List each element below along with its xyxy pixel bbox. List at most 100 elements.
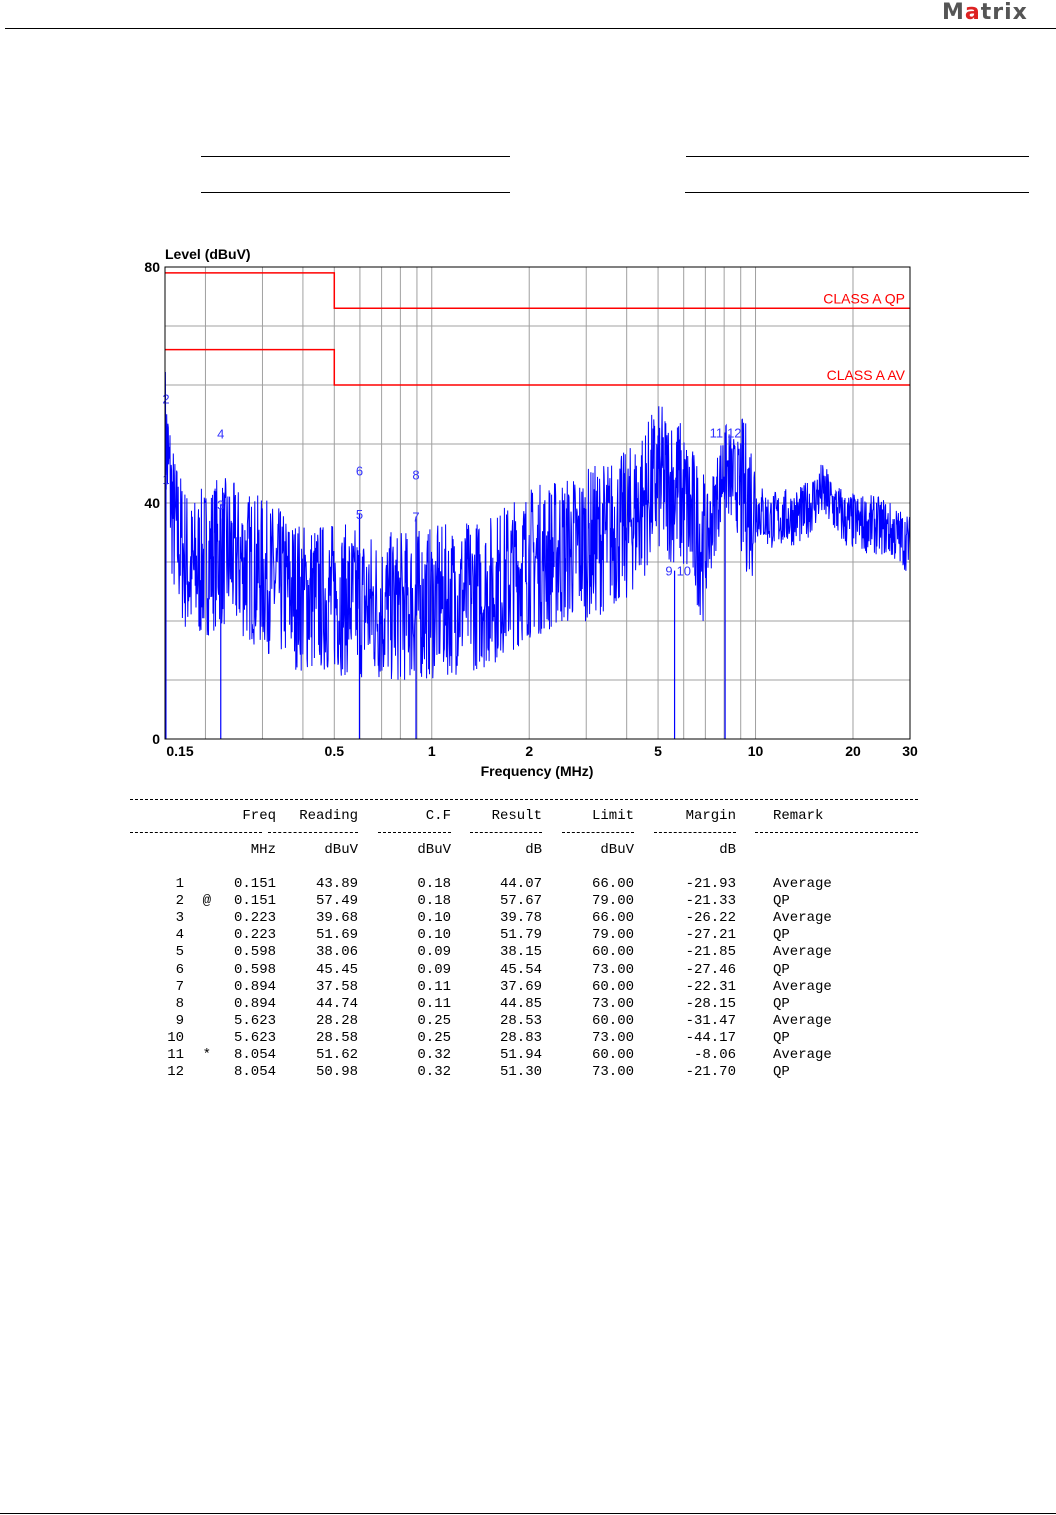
table-cell: -44.17 [685,1029,736,1046]
table-cell: 0.598 [233,944,276,961]
table-cell: QP [773,995,790,1012]
table-cell: -22.31 [685,978,736,995]
table-cell: 51.79 [499,927,542,944]
header-divider [5,28,1056,29]
table-cell: 44.07 [499,876,542,892]
column-header: Reading [299,808,358,824]
signature-line [686,156,1029,157]
x-tick-label: 10 [748,743,764,759]
table-cell: 51.94 [499,1047,542,1063]
table-cell: 60.00 [591,978,634,995]
column-header: Freq [242,808,276,824]
x-tick-label: 1 [428,743,436,759]
column-header: Margin [685,808,736,824]
marker-label: 11 [710,426,724,441]
table-divider [268,832,358,833]
table-cell: 28.28 [315,1012,358,1029]
table-cell: QP [773,1064,790,1081]
table-cell: 0.894 [233,978,276,995]
table-cell: 0.18 [417,893,451,910]
table-cell: -21.85 [685,944,736,961]
table-cell: 5.623 [233,1012,276,1029]
x-tick-label: 0.15 [166,743,193,759]
table-cell: QP [773,961,790,978]
row-number: 7 [175,978,184,995]
marker-label: 8 [412,467,419,482]
column-header: Remark [773,808,824,824]
table-cell: 0.151 [233,876,276,892]
table-cell: 60.00 [591,1047,634,1063]
x-tick-label: 30 [902,743,918,759]
table-cell: 45.45 [315,961,358,978]
table-cell: 50.98 [315,1064,358,1081]
marker-label: 3 [217,497,224,512]
row-number: 12 [167,1064,184,1081]
y-axis-label: Level (dBuV) [165,246,251,262]
table-divider [378,832,451,833]
table-cell: 0.894 [233,995,276,1012]
limit-label: CLASS A AV [827,367,906,383]
table-cell: 73.00 [591,961,634,978]
column-unit: dBuV [600,842,634,858]
table-cell: 0.11 [417,978,451,995]
table-cell: -27.46 [685,961,736,978]
column-header: C.F [425,808,451,824]
row-number: 4 [175,927,184,944]
table-cell: 5.623 [233,1029,276,1046]
table-divider [562,832,634,833]
table-cell: 0.32 [417,1064,451,1081]
table-cell: Average [773,978,832,995]
y-tick-label: 40 [144,495,160,511]
table-cell: 60.00 [591,1012,634,1029]
marker-label: 2 [162,392,169,407]
table-cell: QP [773,893,790,910]
column-header: Limit [591,808,634,824]
table-cell: 8.054 [233,1047,276,1063]
table-cell: Average [773,944,832,961]
spectrum-trace [164,371,911,680]
table-cell: -31.47 [685,1012,736,1029]
y-tick-label: 0 [152,731,160,747]
table-cell: 0.10 [417,910,451,927]
table-cell: QP [773,927,790,944]
table-cell: 51.62 [315,1047,358,1063]
table-cell: 28.53 [499,1012,542,1029]
table-cell: 44.74 [315,995,358,1012]
table-cell: 45.54 [499,961,542,978]
row-number: 6 [175,961,184,978]
table-cell: 73.00 [591,995,634,1012]
table-cell: 8.054 [233,1064,276,1081]
marker-label: 7 [412,510,419,525]
column-unit: dB [719,842,736,858]
table-cell: Average [773,1012,832,1029]
table-cell: 73.00 [591,1029,634,1046]
table-cell: 0.11 [417,995,451,1012]
signature-line [201,192,510,193]
table-cell: 0.151 [233,893,276,910]
row-number: 5 [175,944,184,961]
column-unit: MHz [250,842,276,858]
footer-divider [0,1513,1056,1514]
table-cell: -21.33 [685,893,736,910]
table-cell: 37.69 [499,978,542,995]
x-axis-label: Frequency (MHz) [481,763,594,779]
table-cell: 28.83 [499,1029,542,1046]
column-unit: dBuV [324,842,358,858]
limit-label: CLASS A QP [823,290,905,306]
table-divider [470,832,542,833]
table-cell: 38.06 [315,944,358,961]
row-number: 2 [175,893,184,910]
plot-frame [164,266,911,740]
table-cell: 38.15 [499,944,542,961]
column-unit: dBuV [417,842,451,858]
row-number: 9 [175,1012,184,1029]
limit-line [165,348,910,386]
x-tick-label: 0.5 [325,743,345,759]
table-cell: -8.06 [693,1047,736,1063]
matrix-logo: Matrix [942,0,1028,25]
table-divider [654,832,736,833]
table-cell: 0.32 [417,1047,451,1063]
table-cell: 60.00 [591,944,634,961]
table-cell: -27.21 [685,927,736,944]
